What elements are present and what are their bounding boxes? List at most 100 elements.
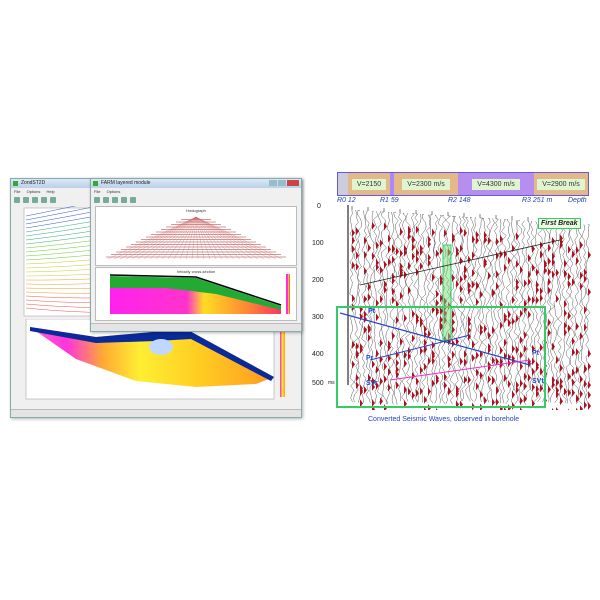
traveltime-curve <box>25 216 95 229</box>
traveltime-curve <box>25 273 95 277</box>
wiggle-fill <box>412 334 415 343</box>
wiggle-fill <box>376 349 379 358</box>
menu-help[interactable]: Help <box>46 189 55 194</box>
traveltime-curve <box>25 295 95 299</box>
maximize-button[interactable] <box>278 180 286 186</box>
wiggle-fill <box>588 402 591 410</box>
wiggle-fill <box>588 250 591 259</box>
depth-label: Depth <box>568 197 587 204</box>
wiggle-fill <box>464 350 467 359</box>
wiggle-fill <box>400 337 403 346</box>
wiggle-fill <box>528 277 531 286</box>
wiggle-fill <box>564 321 567 330</box>
wiggle-fill <box>540 343 543 352</box>
wiggle-fill <box>568 245 571 254</box>
trace <box>545 222 551 403</box>
wiggle-fill <box>556 356 559 365</box>
wiggle-fill <box>396 247 399 256</box>
mesh-line <box>179 216 197 260</box>
mesh-line <box>195 216 241 260</box>
wiggle-fill <box>524 299 527 308</box>
wiggle-fill <box>392 272 395 281</box>
wiggle-fill <box>560 234 563 243</box>
wiggle-fill <box>532 263 535 272</box>
y-tick: 500 <box>312 380 324 387</box>
tool-icon[interactable] <box>94 196 100 203</box>
wiggle-fill <box>488 361 491 370</box>
traveltime-curve <box>25 283 95 285</box>
wiggle-fill <box>548 243 551 252</box>
wiggle-fill <box>436 249 439 258</box>
trace <box>513 220 519 405</box>
open-icon[interactable] <box>14 196 20 203</box>
wiggle-fill <box>392 244 395 253</box>
wiggle-fill <box>472 269 475 278</box>
wiggle-fill <box>488 331 491 340</box>
mesh-line <box>161 216 197 260</box>
zoom-icon[interactable] <box>130 196 136 203</box>
status-bar <box>91 323 301 331</box>
wiggle-fill <box>356 342 359 351</box>
wiggle-fill <box>556 294 559 303</box>
wiggle-fill <box>388 234 391 243</box>
wiggle-fill <box>440 315 443 324</box>
wiggle-fill <box>500 346 503 355</box>
mesh-line <box>155 216 197 260</box>
wiggle-fill <box>400 270 403 279</box>
wiggle-fill <box>520 336 523 345</box>
wiggle-fill <box>464 375 467 384</box>
wiggle-fill <box>464 266 467 275</box>
tool-icon[interactable] <box>112 196 118 203</box>
menu-file[interactable]: File <box>14 189 21 194</box>
wiggle-fill <box>568 372 571 381</box>
wiggle-fill <box>524 372 527 381</box>
mesh-line <box>107 216 197 260</box>
wiggle-fill <box>364 315 367 324</box>
wiggle-fill <box>504 312 507 321</box>
trace <box>573 223 579 405</box>
wiggle-fill <box>580 389 583 398</box>
close-button[interactable] <box>287 180 299 186</box>
wiggle-fill <box>376 241 379 250</box>
wiggle-fill <box>572 388 575 397</box>
wiggle-fill <box>580 332 583 341</box>
menu-file[interactable]: File <box>94 189 101 194</box>
wiggle-fill <box>584 323 587 332</box>
wiggle-fill <box>416 255 419 264</box>
menu-options[interactable]: Options <box>106 189 121 194</box>
minimize-button[interactable] <box>269 180 277 186</box>
wiggle-fill <box>508 256 511 265</box>
wiggle-fill <box>584 305 587 314</box>
folder-icon[interactable] <box>23 196 29 203</box>
wiggle-fill <box>572 250 575 259</box>
velocity-section-plot <box>25 319 285 400</box>
wiggle-fill <box>484 396 487 405</box>
wiggle-fill <box>356 251 359 260</box>
tool-icon[interactable] <box>41 196 47 203</box>
wiggle-fill <box>388 383 391 392</box>
tool-icon[interactable] <box>50 196 56 203</box>
tool-icon[interactable] <box>103 196 109 203</box>
undo-icon[interactable] <box>121 196 127 203</box>
wiggle-fill <box>540 384 543 393</box>
trace <box>389 212 395 405</box>
wiggle-fill <box>476 297 479 306</box>
wiggle-fill <box>452 318 455 327</box>
wiggle-fill <box>440 246 443 255</box>
wiggle-fill <box>508 310 511 319</box>
wiggle-fill <box>392 331 395 340</box>
save-icon[interactable] <box>32 196 38 203</box>
wiggle-fill <box>352 245 355 254</box>
wiggle-fill <box>564 259 567 268</box>
menu-options[interactable]: Options <box>26 189 41 194</box>
wiggle-fill <box>372 252 375 261</box>
trace <box>469 217 475 402</box>
wiggle-fill <box>412 391 415 400</box>
wiggle-fill <box>524 394 527 403</box>
wiggle-fill <box>444 229 447 238</box>
wiggle-fill <box>364 236 367 245</box>
window-titlebar[interactable]: FARM layered module <box>91 179 301 188</box>
trace <box>397 212 403 402</box>
wiggle-fill <box>468 286 471 295</box>
wiggle-fill <box>388 343 391 352</box>
